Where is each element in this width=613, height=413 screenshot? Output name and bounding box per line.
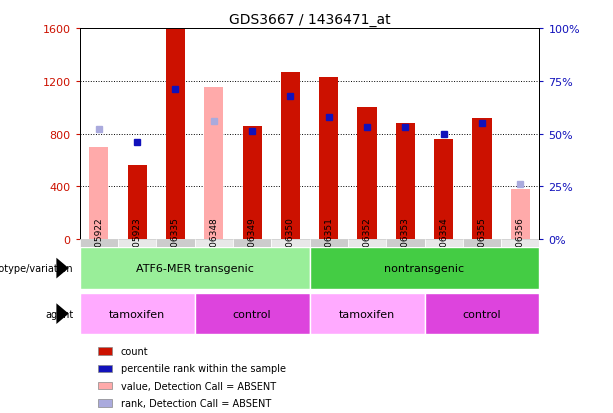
Bar <box>281 72 300 240</box>
Bar <box>319 78 338 240</box>
Bar <box>434 140 453 240</box>
Text: genotype/variation: genotype/variation <box>0 263 74 273</box>
Text: percentile rank within the sample: percentile rank within the sample <box>121 363 286 373</box>
Bar <box>195 293 310 335</box>
Text: GSM206348: GSM206348 <box>209 216 218 271</box>
Bar <box>424 240 463 248</box>
Text: agent: agent <box>45 309 74 319</box>
Bar <box>310 240 348 248</box>
Text: tamoxifen: tamoxifen <box>109 309 166 319</box>
Bar <box>195 240 233 248</box>
Bar <box>386 240 424 248</box>
Bar <box>80 248 310 289</box>
Bar <box>204 88 223 240</box>
Bar <box>357 108 376 240</box>
Text: GSM205923: GSM205923 <box>132 216 142 271</box>
Text: GSM206349: GSM206349 <box>248 216 257 271</box>
Bar <box>348 240 386 248</box>
Bar <box>156 240 195 248</box>
Bar <box>271 240 310 248</box>
Bar <box>80 293 195 335</box>
Text: control: control <box>463 309 501 319</box>
Bar <box>310 248 539 289</box>
Bar <box>118 240 156 248</box>
Text: nontransgenic: nontransgenic <box>384 263 465 273</box>
Title: GDS3667 / 1436471_at: GDS3667 / 1436471_at <box>229 12 390 26</box>
Text: GSM206352: GSM206352 <box>362 216 371 271</box>
Bar <box>89 147 109 240</box>
Bar <box>463 240 501 248</box>
Text: rank, Detection Call = ABSENT: rank, Detection Call = ABSENT <box>121 398 271 408</box>
Text: GSM206351: GSM206351 <box>324 216 333 271</box>
Bar <box>473 119 492 240</box>
Polygon shape <box>56 304 69 324</box>
Bar <box>166 29 185 240</box>
Bar <box>243 126 262 240</box>
Text: ATF6-MER transgenic: ATF6-MER transgenic <box>135 263 254 273</box>
Text: GSM206354: GSM206354 <box>439 216 448 271</box>
Text: value, Detection Call = ABSENT: value, Detection Call = ABSENT <box>121 381 276 391</box>
Text: tamoxifen: tamoxifen <box>339 309 395 319</box>
Bar <box>511 190 530 240</box>
Polygon shape <box>56 258 69 279</box>
Text: control: control <box>233 309 272 319</box>
Text: GSM206356: GSM206356 <box>516 216 525 271</box>
Text: GSM205922: GSM205922 <box>94 216 104 271</box>
Bar <box>424 293 539 335</box>
Text: GSM206355: GSM206355 <box>478 216 487 271</box>
Bar <box>396 124 415 240</box>
Bar <box>233 240 271 248</box>
Bar <box>80 240 118 248</box>
Bar <box>128 166 147 240</box>
Bar <box>501 240 539 248</box>
Bar <box>310 293 424 335</box>
Text: GSM206335: GSM206335 <box>171 216 180 271</box>
Text: GSM206353: GSM206353 <box>401 216 410 271</box>
Text: count: count <box>121 346 148 356</box>
Text: GSM206350: GSM206350 <box>286 216 295 271</box>
